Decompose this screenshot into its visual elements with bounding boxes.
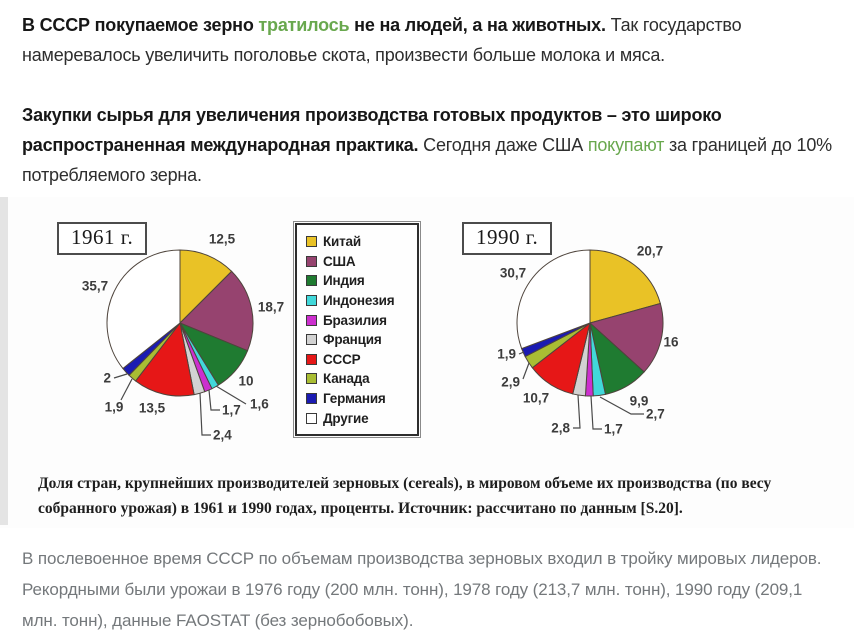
legend-swatch	[306, 393, 317, 405]
normal-text-pre: Сегодня даже США	[418, 135, 588, 155]
label-leader-line	[522, 362, 530, 380]
pie-value-label: 1,6	[250, 397, 269, 412]
figure-caption: Доля стран, крупнейших производителей зе…	[38, 475, 772, 517]
legend-swatch	[306, 334, 317, 346]
legend-label: Канада	[323, 371, 370, 387]
bold-lead-text: В СССР покупаемое зерно тратилось не на …	[22, 15, 606, 35]
legend-swatch	[306, 353, 317, 365]
pie-value-label: 10	[238, 374, 253, 389]
label-leader-line	[573, 394, 581, 429]
legend-swatch	[306, 314, 317, 326]
legend-label: Германия	[323, 391, 386, 407]
label-leader-line	[120, 378, 133, 401]
pie-slice	[134, 321, 195, 397]
legend-item: Франция	[306, 330, 413, 350]
pie-value-label: 2,9	[501, 375, 520, 390]
pie-value-label: 10,7	[523, 391, 549, 406]
year-label-1990: 1990 г.	[462, 222, 553, 255]
figure-pie-charts: 12,5 18,7 10 1,6 1,7 2,4 13,5 1,9 2 35,7 20,7 16 9,9…	[0, 197, 854, 528]
legend-swatch	[306, 236, 317, 248]
legend-item: Германия	[306, 389, 413, 409]
bold-text-pre: В СССР покупаемое зерно	[22, 15, 259, 35]
legend-swatch	[306, 373, 317, 385]
normal-text-post: за границей до 10% потребляемого зерна.	[22, 135, 832, 185]
label-leader-line	[199, 392, 211, 436]
left-gray-strip	[0, 197, 8, 525]
pie-value-label: 1,7	[222, 403, 241, 418]
pie-value-label: 12,5	[209, 232, 236, 247]
pie-value-label: 2,7	[646, 407, 665, 422]
link-pokupayut[interactable]: покупают	[587, 135, 665, 155]
label-leader-line	[518, 351, 525, 355]
legend-label: Другие	[323, 410, 369, 426]
bold-lead-text-2: Закупки сырья для увеличения производств…	[22, 105, 722, 155]
pie-slice	[106, 249, 181, 370]
legend-label: США	[323, 253, 356, 269]
pie-slice	[179, 249, 233, 325]
legend-label: СССР	[323, 351, 361, 367]
paragraph-intro: В СССР покупаемое зерно тратилось не на …	[22, 10, 832, 70]
legend-item: СССР	[306, 350, 413, 370]
legend-label: Китай	[323, 234, 361, 250]
legend-item: Индонезия	[306, 291, 413, 311]
legend-item: Индия	[306, 271, 413, 291]
legend-item: Бразилия	[306, 310, 413, 330]
pie-value-label: 9,9	[630, 394, 649, 409]
label-leader-line	[113, 373, 128, 379]
pie-slice	[588, 302, 664, 373]
legend-swatch	[306, 412, 317, 424]
pie-value-label: 2,8	[551, 421, 570, 436]
legend-label: Франция	[323, 332, 382, 348]
pie-slice	[516, 249, 591, 350]
legend-item: Канада	[306, 369, 413, 389]
pie-value-label: 30,7	[500, 266, 526, 281]
pie-value-label: 35,7	[82, 279, 108, 294]
legend-item: США	[306, 252, 413, 272]
pie-value-label: 1,9	[497, 347, 516, 362]
pie-value-label: 2,4	[213, 428, 232, 443]
year-label-1961: 1961 г.	[57, 222, 148, 255]
bold-text-post: не на людей, а на животных.	[349, 15, 606, 35]
legend-item: Другие	[306, 408, 413, 428]
pie-value-label: 13,5	[139, 401, 166, 416]
legend-label: Бразилия	[323, 312, 387, 328]
pie-value-label: 16	[663, 335, 679, 350]
pie-charts-svg: 12,5 18,7 10 1,6 1,7 2,4 13,5 1,9 2 35,7 20,7 16 9,9…	[82, 232, 679, 443]
legend-label: Индия	[323, 273, 365, 289]
label-leader-line	[590, 395, 602, 430]
pie-slice	[179, 270, 254, 352]
pie-value-label: 1,9	[105, 400, 124, 415]
paragraph-footnote: В послевоенное время СССР по объемам про…	[22, 549, 822, 630]
label-leader-line	[208, 389, 220, 411]
pie-slice	[589, 249, 661, 324]
link-tratilos[interactable]: тратилось	[258, 15, 350, 35]
pie-value-label: 18,7	[258, 300, 284, 315]
legend-swatch	[306, 275, 317, 287]
label-leader-line	[215, 385, 247, 405]
normal-text: Так государство намеревалось увеличить п…	[22, 15, 742, 65]
pie-value-label: 1,7	[604, 422, 623, 437]
legend-item: Китай	[306, 232, 413, 252]
legend-swatch	[306, 295, 317, 307]
legend-swatch	[306, 255, 317, 267]
pie-value-label: 2	[103, 371, 111, 386]
chart-legend: Китай США Индия Индонезия Бразилия Франция ССС…	[293, 221, 421, 438]
pie-value-label: 20,7	[637, 244, 663, 259]
legend-label: Индонезия	[323, 293, 395, 309]
paragraph-purchases: Закупки сырья для увеличения производств…	[22, 100, 832, 190]
label-leader-line	[599, 396, 644, 415]
